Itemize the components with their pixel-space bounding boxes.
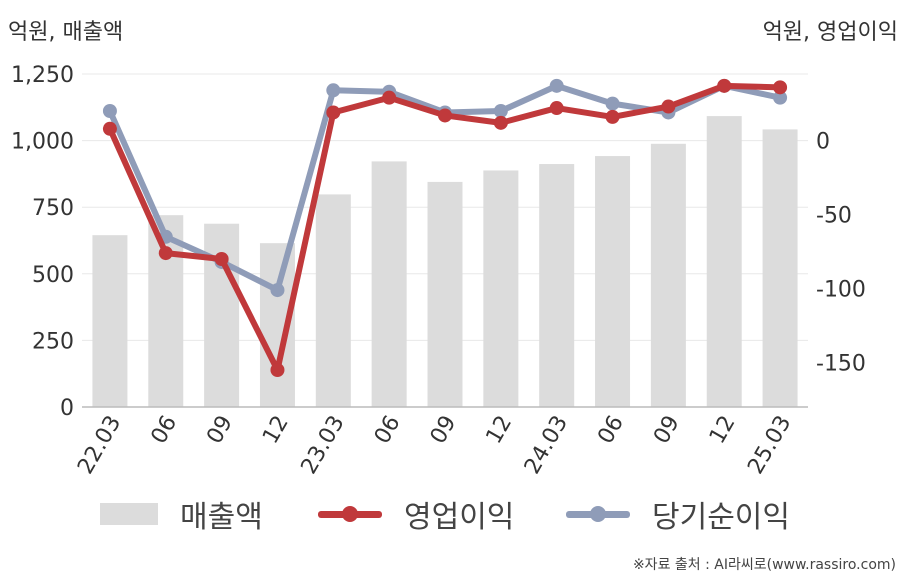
legend-swatch-operating-profit <box>318 503 382 525</box>
legend-item-operating-profit: 영업이익 <box>318 492 514 536</box>
operating-profit-point <box>326 105 341 120</box>
legend-label-net-income: 당기순이익 <box>652 500 790 535</box>
y-left-tick-label: 1,250 <box>11 63 74 88</box>
revenue-bar <box>315 194 351 407</box>
revenue-bar <box>92 235 128 407</box>
legend-swatch-revenue <box>100 503 158 525</box>
right-axis-unit-label: 억원, 영업이익 <box>762 20 898 45</box>
y-left-tick-label: 250 <box>32 329 74 354</box>
operating-profit-point <box>382 90 397 105</box>
y-left-tick-label: 1,000 <box>11 130 74 155</box>
x-tick-label: 06 <box>147 412 183 449</box>
legend-swatch-net-income <box>566 503 630 525</box>
source-credit: ※자료 출처 : AI라씨로(www.rassiro.com) <box>632 557 896 573</box>
y-right-tick-label: -150 <box>816 352 866 377</box>
x-tick-label: 09 <box>649 412 685 449</box>
x-tick-label: 12 <box>482 412 518 449</box>
operating-profit-point <box>214 252 229 266</box>
net-income-point <box>326 83 341 98</box>
operating-profit-point <box>717 78 732 93</box>
x-tick-label: 09 <box>202 412 238 449</box>
x-tick-label: 12 <box>705 412 741 449</box>
net-income-point <box>102 104 117 118</box>
operating-profit-point <box>605 109 620 124</box>
net-income-point <box>773 90 788 105</box>
operating-profit-point <box>493 115 508 130</box>
operating-profit-point <box>661 99 676 114</box>
revenue-bar <box>706 116 742 408</box>
x-tick-label: 12 <box>258 412 294 449</box>
revenue-bar <box>762 129 798 407</box>
y-left-tick-label: 500 <box>32 263 74 288</box>
operating-profit-point <box>773 80 788 95</box>
operating-profit-point <box>158 246 173 261</box>
revenue-bar <box>595 156 631 407</box>
revenue-bar <box>539 164 575 407</box>
operating-profit-point <box>438 108 452 123</box>
net-income-point <box>493 104 508 118</box>
revenue-bar <box>650 143 686 407</box>
net-income-point <box>549 78 564 93</box>
legend-label-operating-profit: 영업이익 <box>404 500 515 535</box>
legend-item-revenue: 매출액 <box>100 492 263 536</box>
legend-item-net-income: 당기순이익 <box>566 492 790 536</box>
operating-profit-point <box>102 121 117 136</box>
y-right-tick-label: 0 <box>816 130 830 155</box>
revenue-bar <box>204 223 240 407</box>
revenue-bar <box>371 161 407 407</box>
x-tick-label: 23.03 <box>297 412 350 479</box>
combo-chart: 0 250 500 750 1,000 1,250 0 -50 -100 -150 22.03 06 0… <box>11 63 866 479</box>
revenue-bar <box>427 181 463 407</box>
net-income-point <box>605 96 620 111</box>
operating-profit-point <box>270 363 285 377</box>
y-left-tick-label: 750 <box>32 196 74 221</box>
legend-label-revenue: 매출액 <box>180 500 263 535</box>
operating-profit-point <box>549 101 564 116</box>
x-tick-label: 06 <box>593 412 629 449</box>
y-right-tick-label: -100 <box>816 278 866 303</box>
left-axis-unit-label: 억원, 매출액 <box>8 20 124 45</box>
net-income-point <box>270 283 285 298</box>
y-right-tick-label: -50 <box>816 204 852 229</box>
x-tick-label: 06 <box>370 412 406 449</box>
x-tick-label: 25.03 <box>743 412 796 479</box>
x-tick-label: 09 <box>426 412 462 449</box>
revenue-bar <box>483 170 519 407</box>
x-tick-label: 24.03 <box>520 412 573 479</box>
x-tick-label: 22.03 <box>73 412 126 479</box>
chart-legend: 매출액 영업이익 당기순이익 <box>0 492 908 536</box>
y-left-tick-label: 0 <box>60 396 74 421</box>
